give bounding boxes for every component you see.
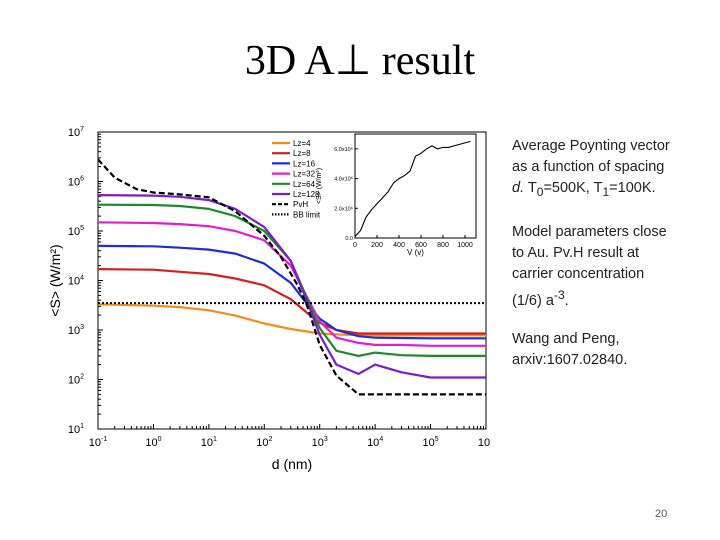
inset-x-tick-label: 200 xyxy=(371,242,383,249)
inset-x-tick-label: 1000 xyxy=(457,242,473,249)
slide-title-text: 3D A⊥ result xyxy=(244,38,476,84)
model-line-4-end: . xyxy=(564,292,569,309)
y-tick-label: 104 xyxy=(68,275,84,288)
inset-x-tick-label: 800 xyxy=(437,242,449,249)
series-line-lz-8 xyxy=(98,268,486,335)
inset-x-tick-label: 600 xyxy=(415,242,427,249)
inset-y-tick-label: 6.0x10⁶ xyxy=(334,146,353,153)
inset-y-axis-label: <S> (W/m²) xyxy=(316,168,323,204)
x-tick-label: 100 xyxy=(145,436,161,449)
main-series-group xyxy=(98,158,486,396)
desc-t0-sub: 0 xyxy=(536,184,544,199)
y-axis-label: <S> (W/m²) xyxy=(47,244,63,316)
inset-plot-frame xyxy=(354,133,477,239)
inset-y-tick-label: 0.0 xyxy=(345,236,353,242)
x-tick-label: 104 xyxy=(367,436,383,449)
series-line-pvh xyxy=(98,158,486,396)
inset-x-axis-label: V (v) xyxy=(407,248,424,257)
legend-label-lz-32: Lz=32 xyxy=(293,170,316,179)
x-axis-label: d (nm) xyxy=(272,456,312,472)
inset-x-tick-label: 0 xyxy=(353,242,357,249)
legend-label-pvh: PvH xyxy=(293,200,308,209)
desc-t1-sub: 1 xyxy=(602,184,610,199)
x-tick-label: 102 xyxy=(256,436,272,449)
slide-title: 3D A⊥ result xyxy=(0,40,720,82)
x-tick-label: 105 xyxy=(422,436,438,449)
desc-line-2: as a function of spacing xyxy=(512,159,665,175)
ref-line-1: Wang and Peng, xyxy=(512,331,620,347)
x-tick-label: 106 xyxy=(478,436,490,449)
y-tick-label: 102 xyxy=(68,374,84,387)
y-tick-label: 107 xyxy=(68,126,84,139)
reference-paragraph: Wang and Peng, arxiv:1607.02840. xyxy=(512,329,712,371)
series-line-lz-128 xyxy=(98,194,486,379)
legend-label-lz-16: Lz=16 xyxy=(293,159,316,168)
desc-t1-value: =100K. xyxy=(609,180,656,196)
legend-label-bb-limit: BB limit xyxy=(293,210,321,219)
desc-t0-label: T xyxy=(527,180,537,196)
desc-var-d: d. xyxy=(512,180,525,196)
description-paragraph: Average Poynting vector as a function of… xyxy=(512,136,712,203)
model-line-2: to Au. Pv.H result at xyxy=(512,245,640,261)
legend-label-lz-8: Lz=8 xyxy=(293,149,311,158)
model-line-3: carrier concentration xyxy=(512,266,645,282)
x-tick-label: 101 xyxy=(201,436,217,449)
x-tick-label: 10-1 xyxy=(89,436,108,449)
legend-label-lz-64: Lz=64 xyxy=(293,180,316,189)
inset-chart: 0 200 400 600 800 1000 0.0 2.0x10⁶ 4.0x10⁶ 6.0x10… xyxy=(316,133,477,257)
legend-label-lz-128: Lz=128 xyxy=(293,190,320,199)
y-tick-label: 103 xyxy=(68,324,84,337)
inset-x-tick-label: 400 xyxy=(393,242,405,249)
ref-line-2: arxiv:1607.02840. xyxy=(512,352,628,368)
x-tick-label: 103 xyxy=(312,436,328,449)
legend-label-lz-4: Lz=4 xyxy=(293,139,311,148)
desc-t0-value: =500K, T xyxy=(543,180,603,196)
y-tick-label: 105 xyxy=(68,225,84,238)
y-tick-label: 101 xyxy=(68,423,84,436)
page-number: 20 xyxy=(655,508,668,520)
model-line-4-sup: -3 xyxy=(553,288,565,302)
inset-y-tick-label: 2.0x10⁶ xyxy=(334,205,353,212)
inset-y-tick-label: 4.0x10⁶ xyxy=(334,176,353,183)
main-chart: 10-1 100 101 102 103 104 105 106 101 102 103 104 105… xyxy=(47,126,490,472)
inset-series-line xyxy=(354,140,471,237)
desc-line-1: Average Poynting vector xyxy=(512,138,670,154)
model-paragraph: Model parameters close to Au. Pv.H resul… xyxy=(512,222,712,312)
series-line-lz-4 xyxy=(98,303,486,337)
model-line-1: Model parameters close xyxy=(512,224,667,240)
y-tick-label: 106 xyxy=(68,176,84,189)
main-chart-figure: 10-1 100 101 102 103 104 105 106 101 102 103 104 105… xyxy=(47,126,490,472)
model-line-4: (1/6) a xyxy=(512,292,554,309)
series-line-lz-16 xyxy=(98,244,486,340)
